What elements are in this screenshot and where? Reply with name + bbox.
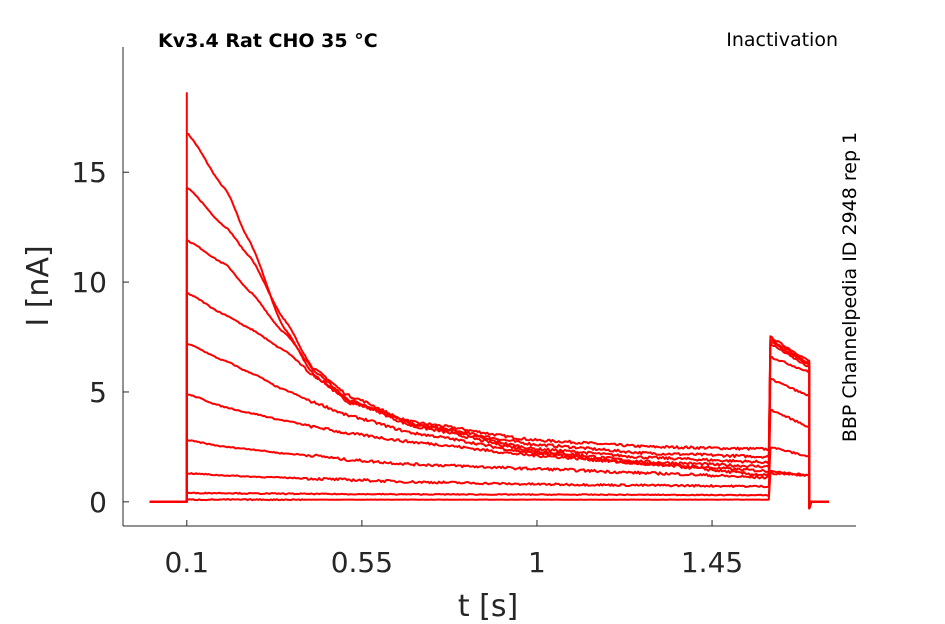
- y-tick-label: 5: [89, 376, 107, 409]
- current-trace: [149, 446, 829, 510]
- x-tick-label: 0.1: [165, 546, 210, 579]
- current-trace: [149, 292, 829, 510]
- x-tick-label: 1: [528, 546, 546, 579]
- traces: [149, 92, 829, 510]
- chart-title: Kv3.4 Rat CHO 35 °C: [158, 30, 378, 52]
- current-trace: [149, 343, 829, 510]
- current-trace: [149, 408, 829, 510]
- x-tick-label: 0.55: [331, 546, 393, 579]
- x-ticks: 0.1 0.55 1 1.45: [165, 520, 743, 579]
- current-trace: [149, 469, 829, 510]
- source-label: BBP Channelpedia ID 2948 rep 1: [839, 132, 861, 442]
- current-trace: [149, 186, 829, 510]
- x-tick-label: 1.45: [681, 546, 743, 579]
- y-ticks: 0 5 10 15: [71, 156, 129, 519]
- x-axis-label: t [s]: [458, 589, 518, 624]
- y-tick-label: 10: [71, 266, 107, 299]
- protocol-label: Inactivation: [726, 29, 838, 51]
- current-trace: [149, 471, 829, 510]
- y-axis-label: I [nA]: [21, 245, 56, 326]
- current-trace: [149, 239, 829, 510]
- y-tick-label: 15: [71, 156, 107, 189]
- current-trace: [149, 92, 829, 510]
- current-trace: [149, 377, 829, 510]
- y-tick-label: 0: [89, 486, 107, 519]
